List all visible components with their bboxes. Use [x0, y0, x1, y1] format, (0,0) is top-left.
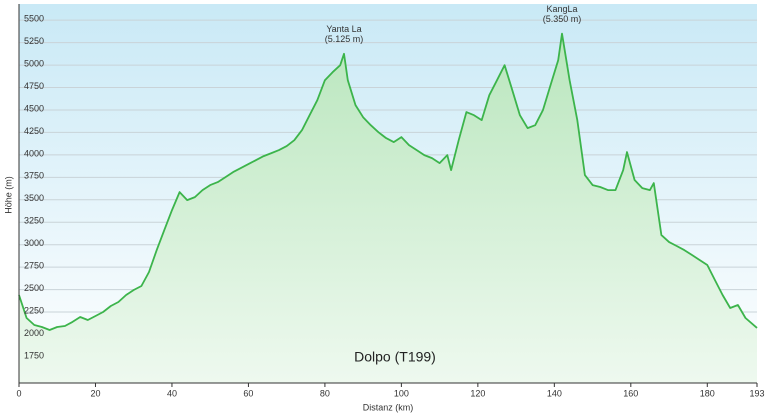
y-tick-label: 5500	[24, 14, 44, 24]
y-tick-label: 3250	[24, 216, 44, 226]
y-tick-label: 4500	[24, 103, 44, 113]
x-tick-label: 80	[320, 388, 330, 398]
annotation: (5.125 m)	[325, 34, 364, 44]
x-tick-label: 100	[394, 388, 409, 398]
y-tick-label: 4750	[24, 81, 44, 91]
x-axis-label: Distanz (km)	[363, 402, 414, 412]
y-tick-label: 2500	[24, 283, 44, 293]
x-tick-label: 40	[167, 388, 177, 398]
x-tick-label: 20	[90, 388, 100, 398]
x-tick-label: 120	[470, 388, 485, 398]
annotation: (5.350 m)	[543, 14, 582, 24]
y-tick-label: 2250	[24, 305, 44, 315]
annotation: KangLa	[546, 4, 577, 14]
annotation: Yanta La	[326, 24, 361, 34]
y-tick-label: 3000	[24, 238, 44, 248]
area-fill	[19, 33, 757, 383]
y-tick-label: 4250	[24, 126, 44, 136]
y-tick-label: 3750	[24, 171, 44, 181]
x-tick-label: 160	[623, 388, 638, 398]
y-axis-label: Höhe (m)	[3, 176, 13, 214]
y-tick-label: 1750	[24, 350, 44, 360]
x-tick-label: 60	[243, 388, 253, 398]
x-tick-label: 0	[16, 388, 21, 398]
y-tick-label: 5250	[24, 36, 44, 46]
x-tick-label: 193	[749, 388, 764, 398]
y-tick-label: 2000	[24, 328, 44, 338]
x-tick-label: 180	[700, 388, 715, 398]
y-tick-label: 3500	[24, 193, 44, 203]
y-tick-label: 4000	[24, 148, 44, 158]
y-tick-label: 5000	[24, 58, 44, 68]
elevation-line	[18, 32, 758, 331]
chart-title: Dolpo (T199)	[354, 349, 436, 365]
x-tick-label: 140	[547, 388, 562, 398]
y-tick-label: 2750	[24, 261, 44, 271]
